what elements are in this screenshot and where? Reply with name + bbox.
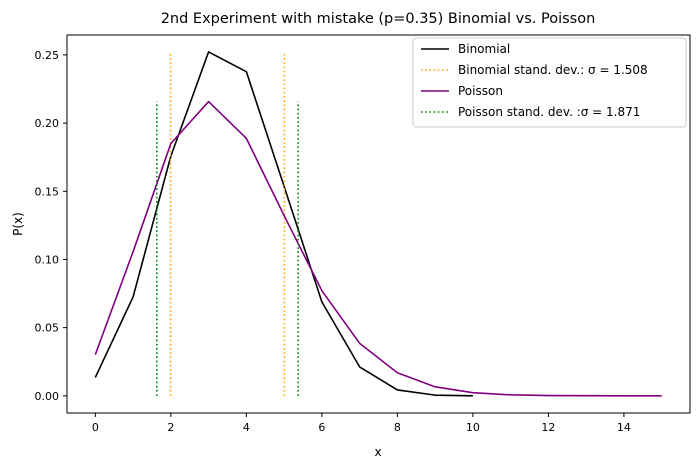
y-tick-label: 0.25 bbox=[35, 49, 60, 62]
x-tick-label: 6 bbox=[318, 421, 325, 434]
x-tick-label: 8 bbox=[394, 421, 401, 434]
y-axis-label: P(x) bbox=[11, 212, 25, 236]
x-tick-label: 14 bbox=[617, 421, 631, 434]
plot-frame bbox=[66, 34, 691, 414]
series-0 bbox=[94, 51, 473, 397]
legend-label: Poisson bbox=[458, 84, 503, 98]
x-tick-label: 2 bbox=[167, 421, 174, 434]
y-tick-label: 0.15 bbox=[35, 185, 60, 198]
series-2 bbox=[94, 100, 662, 397]
x-tick-label: 10 bbox=[466, 421, 480, 434]
y-tick-label: 0.00 bbox=[35, 390, 60, 403]
series-line bbox=[94, 100, 662, 397]
series-line bbox=[94, 51, 473, 397]
legend-label: Poisson stand. dev. :σ = 1.871 bbox=[458, 105, 640, 119]
x-axis-label: x bbox=[374, 445, 381, 459]
series-1 bbox=[169, 51, 286, 396]
chart-title: 2nd Experiment with mistake (p=0.35) Bin… bbox=[161, 11, 596, 27]
legend-box bbox=[412, 37, 687, 128]
y-tick-label: 0.05 bbox=[35, 322, 60, 335]
legend-label: Binomial bbox=[458, 42, 510, 56]
x-tick-label: 12 bbox=[541, 421, 555, 434]
y-tick-label: 0.10 bbox=[35, 253, 60, 266]
x-tick-label: 0 bbox=[92, 421, 99, 434]
y-tick-label: 0.20 bbox=[35, 117, 60, 130]
legend: Binomial Binomial stand. dev.: σ = 1.508 P… bbox=[412, 37, 687, 128]
x-tick-label: 4 bbox=[243, 421, 250, 434]
series-3 bbox=[156, 101, 299, 396]
legend-label: Binomial stand. dev.: σ = 1.508 bbox=[458, 63, 648, 77]
